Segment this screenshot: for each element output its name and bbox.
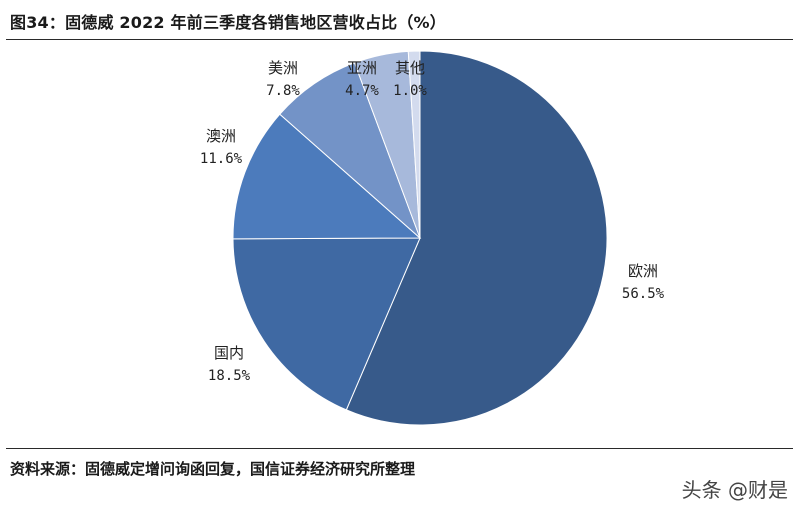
slice-name-label: 澳洲 (206, 127, 236, 145)
slice-name-label: 亚洲 (347, 59, 377, 77)
slice-name-label: 国内 (214, 344, 244, 362)
slice-value-label: 1.0% (393, 83, 427, 99)
bottom-rule (6, 448, 793, 449)
source-note: 资料来源：固德威定增问询函回复，国信证券经济研究所整理 (10, 460, 416, 478)
pie-labels: 欧洲 56.5% 国内 18.5% 澳洲 11.6% 美洲 7.8% 亚洲 4.7% 其他 1.0% (200, 59, 665, 384)
slice-name-label: 美洲 (268, 59, 298, 77)
slice-value-label: 56.5% (622, 286, 665, 302)
slice-value-label: 7.8% (266, 83, 300, 99)
pie-slice (279, 62, 421, 239)
slice-value-label: 18.5% (208, 368, 251, 384)
pie-slice (232, 113, 422, 240)
slice-value-label: 11.6% (200, 151, 243, 167)
slice-name-label: 欧洲 (628, 262, 658, 280)
chart-title: 图34：固德威 2022 年前三季度各销售地区营收占比（%） (10, 13, 446, 32)
watermark: 头条 @财是 (681, 478, 788, 502)
pie-slice (407, 50, 421, 239)
pie-slice (232, 237, 421, 411)
slice-value-label: 4.7% (345, 83, 379, 99)
top-rule (6, 39, 793, 40)
slice-name-label: 其他 (395, 59, 425, 77)
pie-slice (345, 50, 608, 426)
pie-slices (232, 50, 608, 426)
